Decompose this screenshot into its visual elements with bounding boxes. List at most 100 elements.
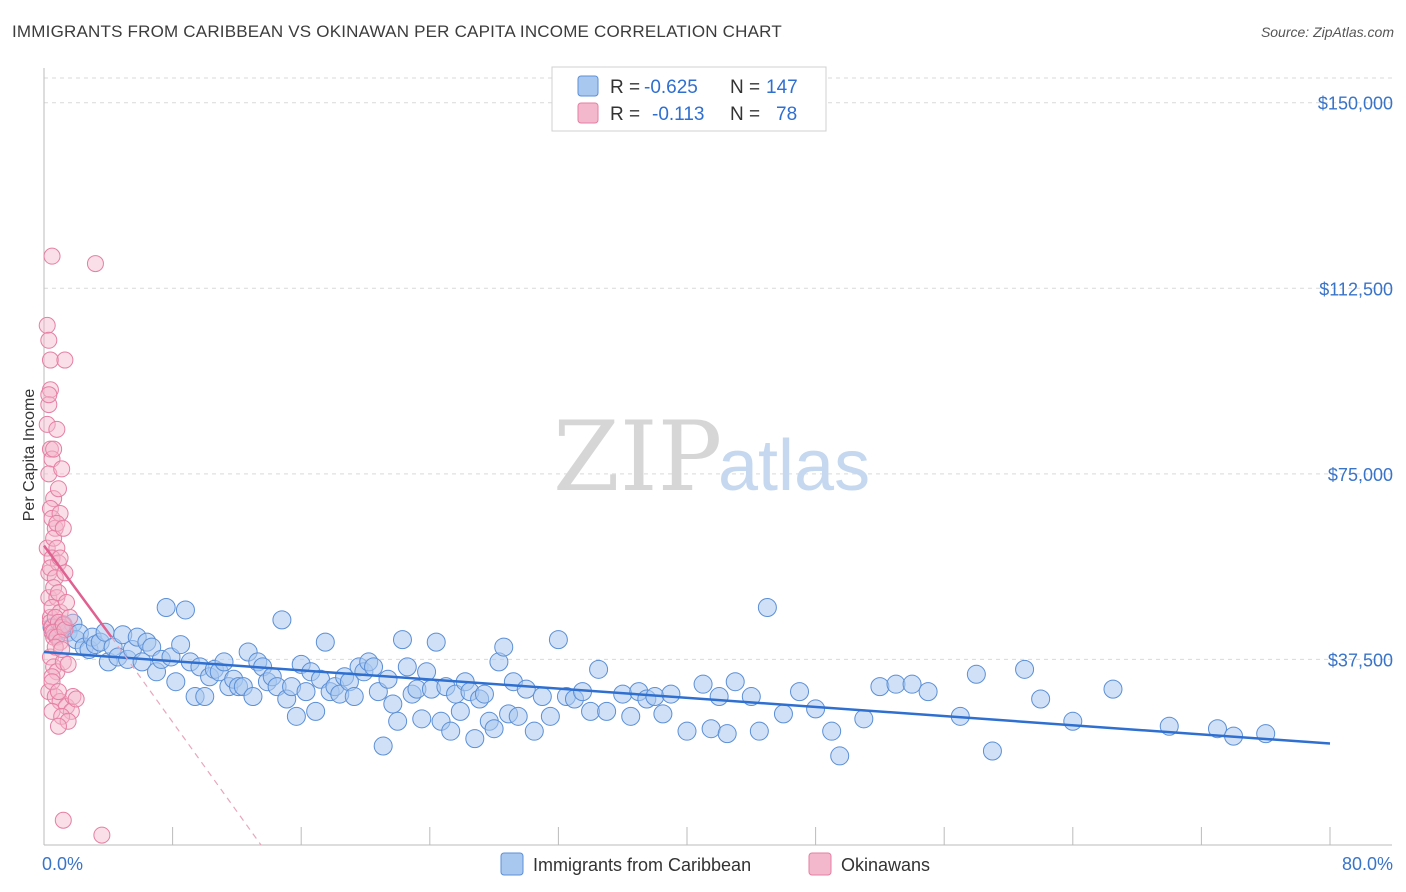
point-okinawan — [43, 673, 61, 691]
y-tick-label: $112,500 — [1319, 279, 1393, 299]
point-caribbean — [548, 630, 568, 650]
point-caribbean — [749, 721, 769, 741]
y-tick-label: $150,000 — [1318, 94, 1393, 114]
point-caribbean — [806, 699, 826, 719]
bottom-legend-swatch-pink — [808, 852, 832, 876]
point-caribbean — [243, 687, 263, 707]
point-caribbean — [272, 610, 292, 630]
bottom-legend-label-1: Immigrants from Caribbean — [533, 855, 751, 875]
point-okinawan — [53, 641, 71, 659]
watermark: ZIP atlas — [553, 401, 870, 513]
x-tick-labels: 0.0% 80.0% — [42, 854, 1393, 874]
point-caribbean — [717, 724, 737, 744]
point-okinawan — [67, 690, 85, 708]
legend-r-label-2: R = — [610, 104, 640, 125]
legend-n-value-2: 78 — [776, 104, 797, 125]
series-caribbean — [42, 597, 1276, 766]
point-okinawan — [49, 683, 67, 701]
point-caribbean — [392, 630, 412, 650]
legend-r-value-1: -0.625 — [644, 77, 698, 98]
point-caribbean — [597, 701, 617, 721]
point-caribbean — [886, 674, 906, 694]
point-caribbean — [902, 674, 922, 694]
point-caribbean — [373, 736, 393, 756]
point-caribbean — [773, 704, 793, 724]
point-caribbean — [296, 682, 316, 702]
y-tick-labels: $37,500 $75,000 $112,500 $150,000 — [1318, 94, 1393, 671]
legend-r-label-1: R = — [610, 77, 640, 98]
legend-n-label-2: N = — [730, 104, 760, 125]
point-caribbean — [417, 662, 437, 682]
series-okinawans — [38, 247, 111, 844]
point-caribbean — [286, 706, 306, 726]
point-caribbean — [653, 704, 673, 724]
point-caribbean — [621, 706, 641, 726]
point-caribbean — [412, 709, 432, 729]
chart-source: Source: ZipAtlas.com — [1260, 24, 1394, 40]
x-tick-label: 80.0% — [1342, 854, 1393, 874]
point-caribbean — [175, 600, 195, 620]
y-tick-label: $37,500 — [1328, 650, 1393, 670]
point-okinawan — [45, 579, 63, 597]
point-okinawan — [58, 594, 76, 612]
point-caribbean — [1103, 679, 1123, 699]
point-caribbean — [701, 719, 721, 739]
legend-swatch-pink — [577, 102, 599, 124]
point-caribbean — [383, 694, 403, 714]
point-caribbean — [388, 711, 408, 731]
y-axis-label: Per Capita Income — [21, 389, 38, 522]
grid-lines — [44, 77, 1392, 660]
point-okinawan — [40, 465, 58, 483]
point-caribbean — [465, 729, 485, 749]
y-tick-label: $75,000 — [1328, 465, 1393, 485]
point-okinawan — [41, 351, 59, 369]
trend-lines — [42, 544, 1331, 846]
point-okinawan — [49, 717, 67, 735]
point-caribbean — [156, 597, 176, 617]
point-caribbean — [693, 674, 713, 694]
point-caribbean — [709, 687, 729, 707]
watermark-atlas: atlas — [718, 426, 870, 506]
point-caribbean — [516, 679, 536, 699]
point-caribbean — [581, 701, 601, 721]
watermark-zip: ZIP — [553, 401, 722, 513]
point-okinawan — [56, 351, 74, 369]
bottom-legend-label-2: Okinawans — [841, 855, 930, 875]
point-okinawan — [40, 396, 58, 414]
trend-line-okinawan — [42, 544, 113, 638]
point-caribbean — [757, 597, 777, 617]
x-tick-label: 0.0% — [42, 854, 83, 874]
point-okinawan — [38, 415, 56, 433]
point-okinawan — [38, 316, 56, 334]
point-caribbean — [364, 657, 384, 677]
point-caribbean — [344, 687, 364, 707]
point-caribbean — [306, 701, 326, 721]
point-okinawan — [93, 826, 111, 844]
point-caribbean — [589, 659, 609, 679]
point-caribbean — [378, 669, 398, 689]
trend-line-caribbean — [43, 650, 1331, 745]
legend-n-value-1: 147 — [766, 77, 798, 98]
point-caribbean — [450, 701, 470, 721]
point-caribbean — [195, 687, 215, 707]
point-caribbean — [532, 687, 552, 707]
point-caribbean — [966, 664, 986, 684]
bottom-legend: Immigrants from Caribbean Okinawans — [500, 852, 930, 876]
point-okinawan — [54, 811, 72, 829]
point-caribbean — [426, 632, 446, 652]
point-caribbean — [494, 637, 514, 657]
point-okinawan — [61, 608, 79, 626]
point-caribbean — [725, 672, 745, 692]
point-caribbean — [484, 719, 504, 739]
point-okinawan — [48, 539, 66, 557]
legend-box: R = -0.625 N = 147 R = -0.113 N = 78 — [551, 66, 827, 132]
point-okinawan — [43, 247, 61, 265]
point-caribbean — [540, 706, 560, 726]
point-caribbean — [132, 652, 152, 672]
point-caribbean — [214, 652, 234, 672]
point-caribbean — [474, 684, 494, 704]
point-caribbean — [822, 721, 842, 741]
point-caribbean — [1031, 689, 1051, 709]
point-caribbean — [982, 741, 1002, 761]
legend-swatch-blue — [577, 75, 599, 97]
